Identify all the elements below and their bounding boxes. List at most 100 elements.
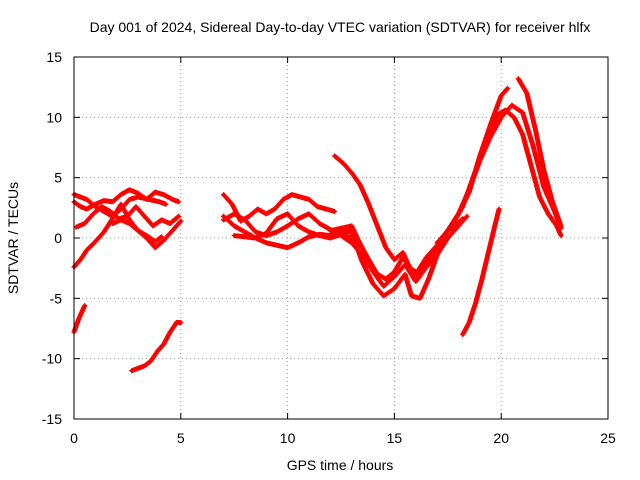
data-point xyxy=(315,205,320,209)
data-point xyxy=(414,279,418,284)
data-point xyxy=(520,110,525,115)
data-point xyxy=(85,197,89,201)
data-point xyxy=(108,209,112,214)
data-point xyxy=(136,229,140,233)
data-point xyxy=(512,115,516,119)
data-point xyxy=(296,224,300,228)
data-point xyxy=(230,202,234,206)
data-point xyxy=(424,255,429,259)
data-point xyxy=(307,235,311,239)
y-tick-label: -10 xyxy=(42,351,62,367)
data-point xyxy=(151,224,155,228)
series-group xyxy=(71,76,564,374)
data-point xyxy=(384,246,388,250)
data-point xyxy=(264,231,268,235)
series-line xyxy=(71,201,184,270)
data-point xyxy=(486,250,490,255)
data-point xyxy=(296,241,300,245)
data-point xyxy=(497,207,501,211)
data-point xyxy=(159,218,164,222)
x-tick-label: 0 xyxy=(70,430,78,446)
data-point xyxy=(247,214,251,218)
series-4 xyxy=(71,201,184,270)
data-point xyxy=(102,198,106,203)
data-point xyxy=(93,202,97,206)
data-point xyxy=(341,161,345,165)
data-point xyxy=(424,265,429,269)
data-point xyxy=(506,86,510,90)
series-5 xyxy=(109,217,165,245)
data-point xyxy=(488,122,493,127)
data-point xyxy=(93,240,97,244)
data-point xyxy=(499,94,503,98)
data-point xyxy=(538,195,542,199)
data-point xyxy=(324,207,328,211)
data-point xyxy=(467,320,471,325)
data-point xyxy=(332,209,337,214)
data-point xyxy=(461,332,465,337)
data-point xyxy=(168,330,172,334)
data-point xyxy=(110,221,115,226)
data-point xyxy=(76,318,80,322)
y-tick-label: -5 xyxy=(50,290,63,306)
data-point xyxy=(232,212,236,216)
data-point xyxy=(371,282,375,286)
data-point xyxy=(127,197,132,201)
data-point xyxy=(446,229,450,233)
data-point xyxy=(409,294,414,298)
data-point xyxy=(533,127,537,131)
data-point xyxy=(78,258,83,262)
data-point xyxy=(531,144,535,148)
series-line xyxy=(515,76,564,229)
y-tick-label: -15 xyxy=(42,411,62,427)
data-point xyxy=(384,277,388,281)
data-point xyxy=(170,229,174,233)
data-point xyxy=(119,192,123,197)
data-point xyxy=(478,154,482,158)
data-point xyxy=(243,235,247,239)
data-point xyxy=(488,135,493,139)
data-point xyxy=(221,214,226,218)
series-line xyxy=(332,153,423,280)
data-point xyxy=(358,242,362,246)
data-point xyxy=(232,233,236,238)
data-point xyxy=(467,190,471,194)
data-point xyxy=(174,320,179,325)
data-point xyxy=(286,246,290,250)
data-point xyxy=(83,221,87,226)
data-point xyxy=(149,359,153,363)
series-7 xyxy=(129,320,184,374)
data-point xyxy=(177,200,181,204)
data-point xyxy=(401,255,405,259)
data-point xyxy=(435,253,439,257)
data-point xyxy=(119,218,123,222)
series-line xyxy=(434,85,511,246)
data-point xyxy=(339,233,343,238)
data-point xyxy=(418,296,422,300)
data-point xyxy=(435,241,439,245)
data-point xyxy=(525,91,529,95)
axes xyxy=(73,56,609,420)
x-tick-label: 20 xyxy=(493,430,509,446)
data-point xyxy=(371,270,375,274)
data-point xyxy=(136,191,140,195)
data-point xyxy=(142,364,147,368)
series-3 xyxy=(73,204,182,230)
data-point xyxy=(546,212,550,216)
x-tick-label: 25 xyxy=(600,430,616,446)
data-point xyxy=(414,272,418,276)
data-point xyxy=(153,240,157,244)
data-point xyxy=(296,217,300,221)
data-point xyxy=(401,250,405,255)
data-point xyxy=(162,192,166,197)
data-point xyxy=(91,212,95,216)
data-point xyxy=(127,221,132,226)
data-point xyxy=(153,190,157,194)
data-point xyxy=(358,183,362,187)
data-point xyxy=(134,205,138,209)
data-point xyxy=(375,224,379,228)
data-point xyxy=(465,214,469,218)
data-point xyxy=(155,349,159,354)
data-point xyxy=(110,200,115,204)
data-point xyxy=(130,369,134,373)
